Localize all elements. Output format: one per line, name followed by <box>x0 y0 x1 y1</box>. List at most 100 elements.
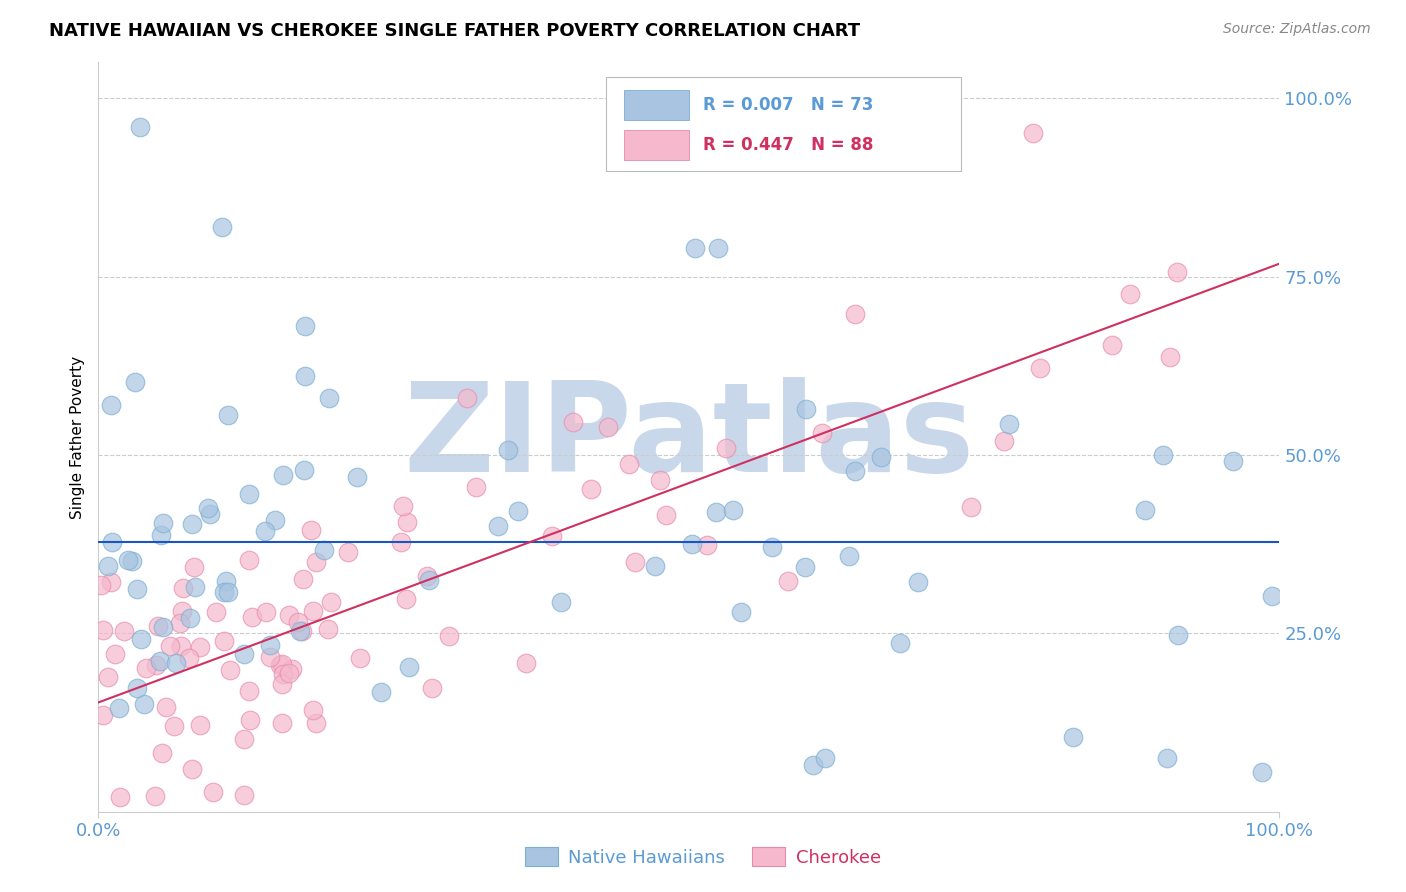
Point <box>398 660 420 674</box>
Point <box>188 640 211 654</box>
Point <box>240 610 263 624</box>
Point <box>232 648 254 662</box>
Point <box>346 470 368 484</box>
Point <box>149 528 172 542</box>
Point <box>181 762 204 776</box>
Point <box>814 751 837 765</box>
Point <box>1159 350 1181 364</box>
Point <box>316 622 339 636</box>
Point <box>170 604 193 618</box>
Point <box>264 513 287 527</box>
Point <box>271 677 294 691</box>
Point <box>349 651 371 665</box>
Point <box>91 708 114 723</box>
Point <box>550 595 572 609</box>
Point <box>217 585 239 599</box>
Point <box>104 647 127 661</box>
Point <box>299 523 322 537</box>
Point <box>97 670 120 684</box>
Point <box>100 575 122 590</box>
Text: R = 0.007   N = 73: R = 0.007 N = 73 <box>703 96 873 114</box>
Point <box>291 624 314 638</box>
Point <box>152 620 174 634</box>
Point <box>793 560 815 574</box>
Point <box>211 219 233 234</box>
Point <box>993 434 1015 449</box>
Point <box>336 545 359 559</box>
Point <box>420 681 443 695</box>
Point <box>287 615 309 629</box>
Point <box>254 524 277 538</box>
Point <box>179 650 201 665</box>
Point <box>90 578 112 592</box>
Point <box>1062 730 1084 744</box>
Point <box>269 657 291 672</box>
Point <box>1029 360 1052 375</box>
Point <box>496 443 519 458</box>
Point <box>305 555 328 569</box>
Point <box>214 585 236 599</box>
Point <box>294 369 316 384</box>
Point <box>1101 338 1123 352</box>
Point <box>389 535 412 549</box>
Point <box>117 553 139 567</box>
Point <box>238 487 260 501</box>
Point <box>233 788 256 802</box>
Point <box>318 391 340 405</box>
Point <box>149 655 172 669</box>
Point <box>761 540 783 554</box>
Point <box>1260 589 1282 603</box>
Point <box>418 573 440 587</box>
Point <box>1222 454 1244 468</box>
Point <box>125 681 148 696</box>
Point <box>624 555 647 569</box>
Point <box>302 702 325 716</box>
Point <box>870 450 893 464</box>
Point <box>108 701 131 715</box>
Point <box>159 640 181 654</box>
Point <box>312 543 335 558</box>
Point <box>889 636 911 650</box>
Point <box>456 391 478 405</box>
Point <box>416 568 439 582</box>
Point <box>716 441 738 455</box>
Point <box>150 747 173 761</box>
Point <box>100 398 122 412</box>
Point <box>145 789 167 804</box>
Point <box>1250 765 1272 780</box>
Point <box>201 785 224 799</box>
Point <box>776 574 799 589</box>
Point <box>1166 265 1188 279</box>
Point <box>278 607 301 622</box>
Point <box>907 574 929 589</box>
Point <box>121 553 143 567</box>
Point <box>165 656 187 670</box>
Point <box>270 716 292 731</box>
Point <box>617 457 640 471</box>
Point <box>219 663 242 677</box>
Point <box>392 499 415 513</box>
Point <box>281 662 304 676</box>
Point <box>844 464 866 478</box>
Point <box>644 559 666 574</box>
Point <box>110 790 132 805</box>
Point <box>844 306 866 320</box>
Point <box>183 559 205 574</box>
Point <box>198 507 221 521</box>
Point <box>464 480 486 494</box>
Point <box>129 632 152 646</box>
Point <box>395 592 418 607</box>
Point <box>212 633 235 648</box>
Point <box>124 375 146 389</box>
Point <box>232 731 254 746</box>
Point <box>707 241 730 255</box>
Point <box>960 500 983 514</box>
Point <box>135 661 157 675</box>
Point <box>163 719 186 733</box>
Text: NATIVE HAWAIIAN VS CHEROKEE SINGLE FATHER POVERTY CORRELATION CHART: NATIVE HAWAIIAN VS CHEROKEE SINGLE FATHE… <box>49 22 860 40</box>
Point <box>292 572 315 586</box>
Point <box>1118 286 1140 301</box>
Point <box>155 700 177 714</box>
Point <box>294 319 316 334</box>
Point <box>169 616 191 631</box>
